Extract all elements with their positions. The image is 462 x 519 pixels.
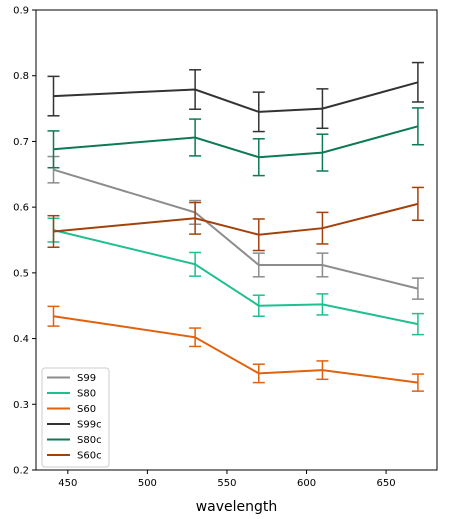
- y-tick-label: 0.2: [13, 466, 29, 477]
- y-tick-label: 0.6: [13, 203, 29, 214]
- x-tick-label: 450: [58, 478, 77, 489]
- series-s60: [47, 305, 424, 392]
- legend-label: S80c: [77, 435, 102, 446]
- y-tick-label: 0.5: [13, 268, 29, 279]
- x-tick-label: 600: [297, 478, 316, 489]
- legend-label: S99c: [77, 420, 102, 431]
- series-s99: [47, 155, 424, 300]
- y-tick-label: 0.7: [13, 137, 29, 148]
- series-layer: [47, 61, 424, 392]
- series-s99c: [47, 61, 424, 133]
- legend-label: S80: [77, 389, 96, 400]
- x-tick-label: 650: [377, 478, 396, 489]
- y-tick-label: 0.4: [13, 334, 29, 345]
- legend-label: S60c: [77, 451, 102, 462]
- series-s60c: [47, 186, 424, 252]
- x-tick-label: 550: [217, 478, 236, 489]
- series-s80: [47, 217, 424, 336]
- x-axis-title: wavelength: [196, 499, 278, 515]
- legend-label: S60: [77, 404, 96, 415]
- plot-frame: [35, 9, 438, 471]
- y-tick-label: 0.8: [13, 71, 29, 82]
- x-tick-label: 500: [138, 478, 157, 489]
- legend: S99 S80 S60 S99c S80c S60c: [41, 367, 110, 468]
- legend-label: S99: [77, 373, 96, 384]
- y-tick-label: 0.9: [13, 6, 29, 17]
- series-s80c: [47, 107, 424, 177]
- y-tick-label: 0.3: [13, 400, 29, 411]
- axis-layer: 450 500 550 600 650 0.2 0.3 0.4 0.5 0.6 0.7 0.8 0.9: [13, 6, 396, 490]
